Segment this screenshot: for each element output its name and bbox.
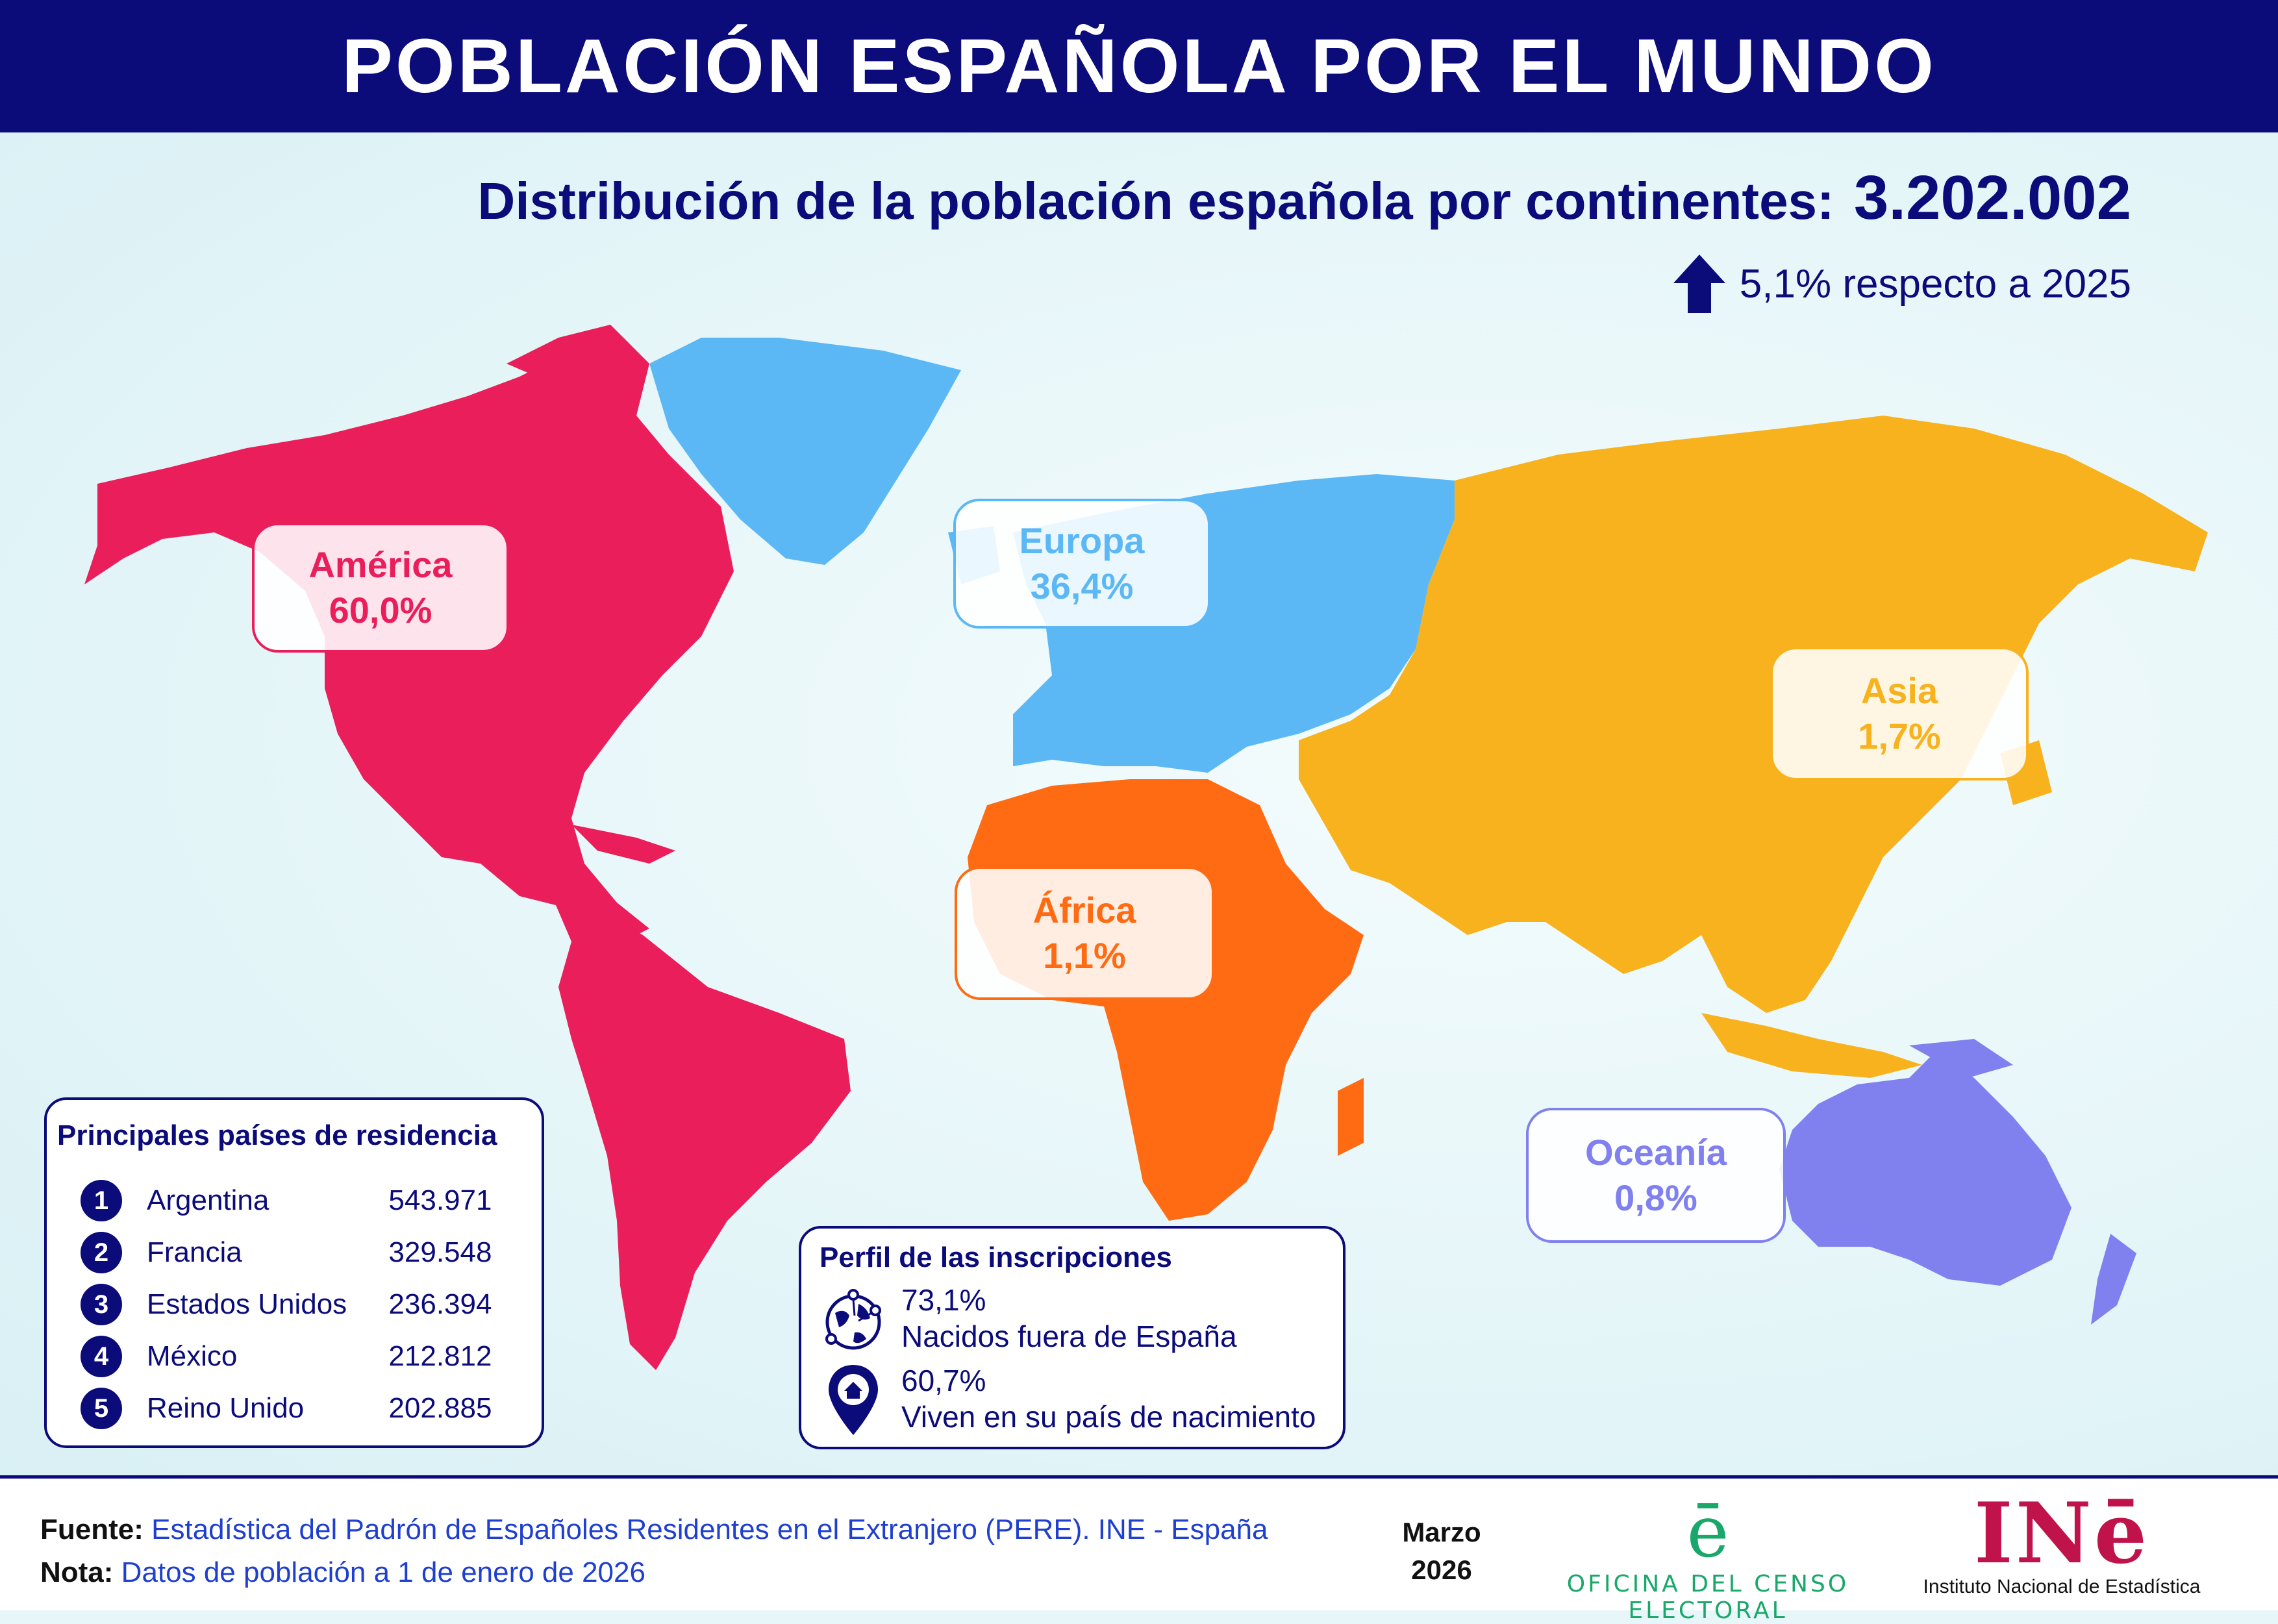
continent-share: 60,0% [329, 590, 432, 631]
continent-name: América [308, 544, 453, 585]
oce-logo-mark: ē [1686, 1490, 1729, 1573]
country-name: Estados Unidos [147, 1288, 347, 1320]
profile-description: Viven en su país de nacimiento [901, 1400, 1316, 1434]
label-europa: Europa 36,4% [953, 499, 1210, 629]
publication-date: Marzo 2026 [1390, 1514, 1494, 1589]
arrow-up-icon [1673, 255, 1725, 313]
subtitle-text: Distribución de la población española po… [477, 172, 1834, 230]
continent-name: África [1033, 890, 1136, 931]
footer: Fuente: Estadística del Padrón de Españo… [0, 1475, 2278, 1624]
rank-badge: 2 [81, 1232, 122, 1273]
ine-logo-text: Instituto Nacional de Estadística [1923, 1576, 2201, 1597]
country-name: México [147, 1340, 238, 1372]
source-line: Fuente: Estadística del Padrón de Españo… [40, 1514, 1268, 1546]
country-value: 212.812 [388, 1340, 492, 1372]
top-countries-card: Principales países de residencia 1 Argen… [44, 1097, 544, 1448]
country-name: Argentina [147, 1184, 269, 1216]
continent-name: Asia [1860, 670, 1938, 711]
label-asia: Asia 1,7% [1770, 647, 2029, 781]
change-text: 5,1% respecto a 2025 [1739, 261, 2131, 306]
registration-profile-card: Perfil de las inscripciones 73,1% Nacido… [799, 1226, 1346, 1449]
source-label: Fuente: [40, 1514, 144, 1545]
country-row: 4 México 212.812 [81, 1334, 529, 1379]
oce-logo-text: OFICINA DEL CENSO ELECTORAL [1566, 1571, 1849, 1624]
country-name: Francia [147, 1236, 242, 1268]
country-value: 236.394 [388, 1288, 492, 1320]
distribution-subtitle: Distribución de la población española po… [478, 162, 2131, 234]
profile-title: Perfil de las inscripciones [820, 1242, 1172, 1273]
continent-share: 36,4% [1030, 566, 1134, 606]
profile-text: 73,1% Nacidos fuera de España [901, 1282, 1237, 1355]
note-label: Nota: [40, 1556, 114, 1588]
rank-badge: 5 [81, 1388, 122, 1429]
rank-badge: 3 [81, 1284, 122, 1325]
continent-oceania [1779, 1039, 2136, 1325]
country-row: 1 Argentina 543.971 [81, 1178, 529, 1223]
continent-name: Europa [1019, 520, 1145, 561]
rank-badge: 1 [81, 1180, 122, 1221]
annual-change: 5,1% respecto a 2025 [1673, 255, 2131, 313]
total-population: 3.202.002 [1853, 163, 2131, 232]
country-row: 5 Reino Unido 202.885 [81, 1386, 529, 1431]
top-countries-title: Principales países de residencia [57, 1119, 497, 1151]
continent-share: 1,1% [1043, 935, 1126, 976]
continent-asia [1299, 416, 2208, 1078]
country-value: 202.885 [388, 1392, 492, 1424]
profile-description: Nacidos fuera de España [901, 1319, 1237, 1353]
profile-text: 60,7% Viven en su país de nacimiento [901, 1362, 1316, 1435]
continent-africa [968, 779, 1364, 1221]
note-text: Datos de población a 1 de enero de 2026 [121, 1556, 645, 1588]
label-america: América 60,0% [252, 523, 509, 653]
page-title: POBLACIÓN ESPAÑOLA POR EL MUNDO [342, 23, 1936, 109]
country-row: 2 Francia 329.548 [81, 1230, 529, 1275]
source-text: Estadística del Padrón de Españoles Resi… [151, 1514, 1268, 1545]
profile-item: 60,7% Viven en su país de nacimiento [821, 1362, 1316, 1440]
note-line: Nota: Datos de población a 1 de enero de… [40, 1556, 645, 1589]
publication-year: 2026 [1411, 1555, 1472, 1585]
country-value: 329.548 [388, 1236, 492, 1268]
publication-month: Marzo [1402, 1517, 1481, 1547]
title-banner: POBLACIÓN ESPAÑOLA POR EL MUNDO [0, 0, 2278, 132]
home-location-pin-icon [829, 1365, 878, 1435]
continent-share: 1,7% [1858, 716, 1941, 756]
profile-item: 73,1% Nacidos fuera de España [821, 1282, 1237, 1360]
continent-name: Oceanía [1585, 1132, 1727, 1173]
globe-network-icon [825, 1289, 881, 1350]
ine-logo-mark: INē [1973, 1485, 2150, 1582]
ine-logo: INē Instituto Nacional de Estadística [1916, 1492, 2208, 1606]
continent-share: 0,8% [1614, 1177, 1697, 1218]
profile-value: 73,1% [901, 1283, 986, 1317]
rank-badge: 4 [81, 1336, 122, 1377]
country-name: Reino Unido [147, 1392, 305, 1424]
profile-value: 60,7% [901, 1364, 986, 1397]
label-oceania: Oceanía 0,8% [1526, 1108, 1786, 1243]
oce-logo: ē OFICINA DEL CENSO ELECTORAL [1539, 1490, 1877, 1624]
label-africa: África 1,1% [955, 866, 1214, 1000]
country-row: 3 Estados Unidos 236.394 [81, 1282, 529, 1327]
country-value: 543.971 [388, 1184, 492, 1216]
